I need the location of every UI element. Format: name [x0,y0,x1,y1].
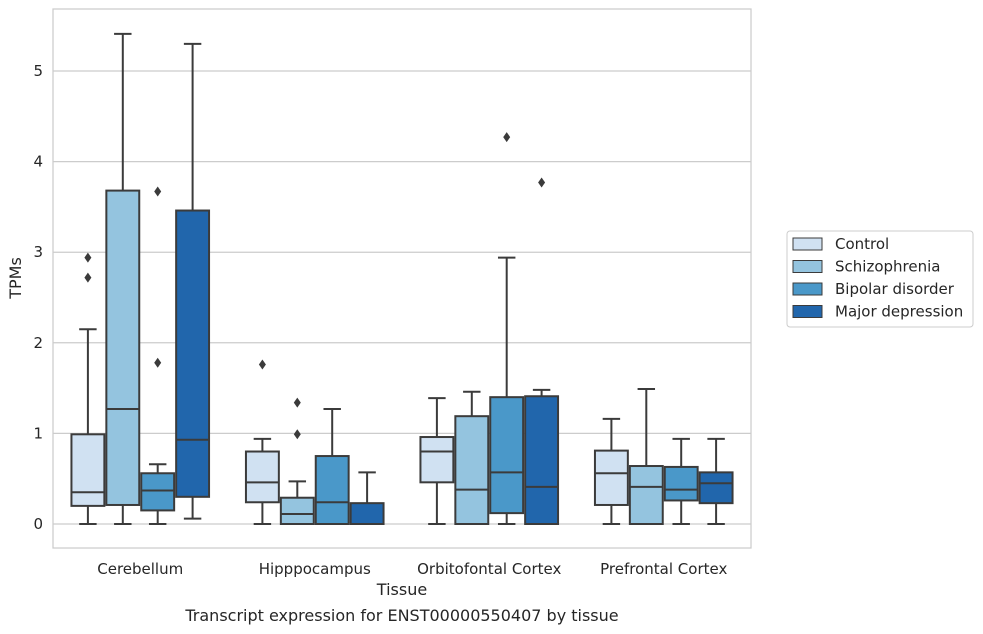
box-body [244,450,280,504]
box-body [349,502,385,525]
x-tick-label: Hipppocampus [259,560,371,578]
legend-label: Control [835,235,889,253]
y-tick-label: 3 [33,243,43,261]
y-tick-label: 5 [33,62,43,80]
box-control [419,397,455,525]
x-tick-label: Cerebellum [97,560,183,578]
outlier-point [258,359,266,370]
box-bipolar-disorder [314,407,350,525]
legend-swatch [792,260,823,273]
box-bipolar-disorder [140,186,176,525]
box-major-depression [524,177,560,525]
box-body [175,209,211,498]
outlier-point [84,272,92,283]
y-tick-label: 4 [33,153,43,171]
legend-label: Schizophrenia [835,258,940,276]
box-series [70,32,734,526]
box-body [70,433,106,507]
box-body [419,436,455,484]
x-axis-title: Tissue [376,580,427,599]
y-tick-label: 0 [33,515,43,533]
box-control [70,252,106,525]
box-major-depression [698,437,734,525]
legend-swatch [792,237,823,251]
legend-label: Bipolar disorder [835,280,955,298]
outlier-point [154,357,162,368]
box-bipolar-disorder [663,437,699,525]
x-tick-label: Orbitofontal Cortex [417,560,561,578]
box-control [244,359,280,525]
y-tick-labels: 0 1 2 3 4 5 [33,62,43,533]
legend-label: Major depression [835,303,963,321]
box-body [698,471,734,505]
outlier-point [503,132,511,143]
box-body [593,449,629,506]
outlier-point [293,397,301,408]
plot-frame [52,8,752,549]
y-gridlines [53,70,751,525]
outlier-point [154,186,162,197]
y-tick-label: 1 [33,424,43,442]
box-body [105,189,141,506]
box-schizophrenia [454,390,490,526]
box-body [663,465,699,502]
box-bipolar-disorder [489,132,525,525]
y-axis-title: TPMs [6,257,25,300]
box-body [628,465,664,525]
box-schizophrenia [105,32,141,525]
legend-swatch [792,282,823,296]
box-control [593,417,629,525]
box-schizophrenia [628,388,664,525]
outlier-point [538,177,546,188]
x-tick-labels: Cerebellum Hipppocampus Orbitofontal Corte… [97,560,727,578]
box-body [524,395,560,525]
x-tick-label: Prefrontal Cortex [600,560,727,578]
box-major-depression [175,42,211,520]
plot-background [53,9,751,548]
legend: Control Schizophrenia Bipolar disorder Majo… [786,230,974,328]
box-body [314,455,350,525]
legend-frame [786,230,974,328]
box-body [279,496,315,526]
box-body [454,415,490,526]
box-body [489,396,525,515]
box-body [140,472,176,512]
chart-caption: Transcript expression for ENST0000055040… [184,606,618,625]
outlier-point [293,429,301,440]
legend-swatch [792,305,823,318]
box-schizophrenia [279,397,315,526]
outlier-point [84,252,92,263]
box-major-depression [349,471,385,525]
y-tick-label: 2 [33,334,43,352]
